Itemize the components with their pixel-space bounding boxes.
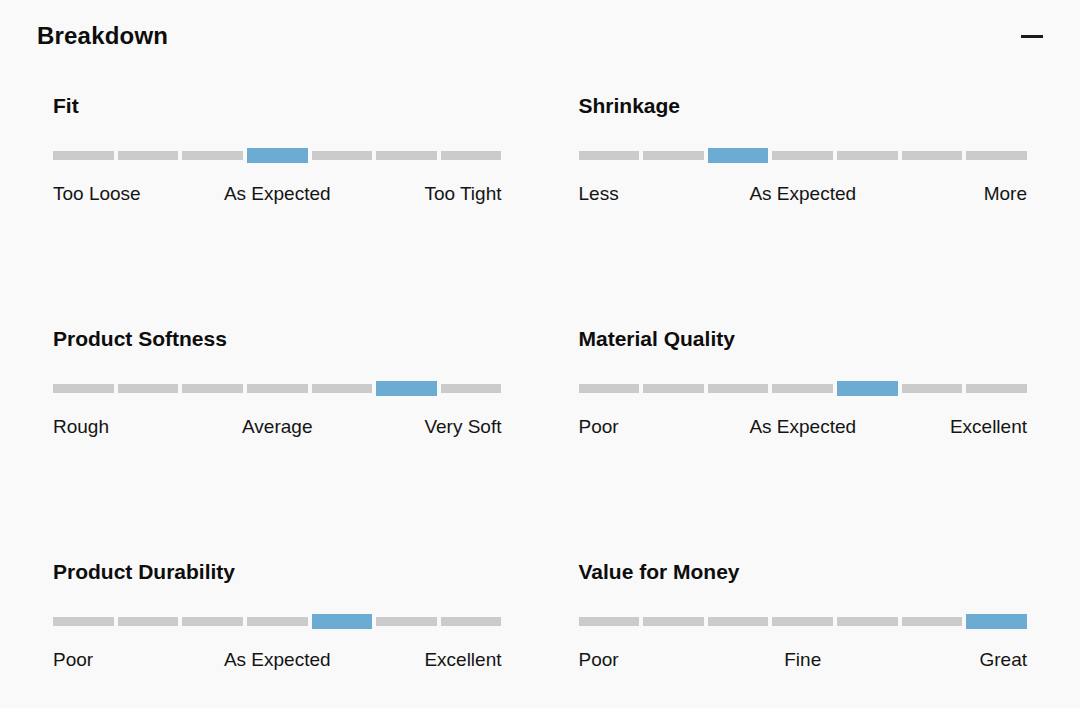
rating-scale: Product Softness Rough Average Very Soft bbox=[53, 327, 502, 438]
segment bbox=[53, 151, 114, 160]
scale-label-center: Fine bbox=[784, 648, 821, 671]
scale-label-right: Great bbox=[979, 648, 1027, 671]
segment bbox=[441, 617, 502, 626]
scale-label-right: More bbox=[984, 182, 1027, 205]
segment bbox=[708, 384, 769, 393]
segment bbox=[118, 617, 179, 626]
segment bbox=[579, 384, 640, 393]
segment bbox=[376, 151, 437, 160]
scale-title: Value for Money bbox=[579, 560, 1028, 584]
breakdown-panel: Breakdown Fit Too Loose As Expected Too … bbox=[0, 0, 1080, 708]
segment bbox=[902, 151, 963, 160]
segment bbox=[118, 151, 179, 160]
scale-labels: Poor As Expected Excellent bbox=[53, 648, 502, 671]
segment bbox=[708, 617, 769, 626]
rating-bar bbox=[53, 148, 502, 163]
segment bbox=[837, 151, 898, 160]
segment-active bbox=[837, 381, 898, 396]
scale-labels: Less As Expected More bbox=[579, 182, 1028, 205]
segment bbox=[902, 617, 963, 626]
segment bbox=[902, 384, 963, 393]
scale-label-left: Poor bbox=[53, 648, 93, 671]
segment bbox=[579, 617, 640, 626]
segment bbox=[53, 617, 114, 626]
scale-label-left: Poor bbox=[579, 648, 619, 671]
scale-label-center: Average bbox=[242, 415, 312, 438]
scale-label-right: Too Tight bbox=[424, 182, 501, 205]
scale-labels: Rough Average Very Soft bbox=[53, 415, 502, 438]
scale-label-left: Too Loose bbox=[53, 182, 141, 205]
segment bbox=[182, 384, 243, 393]
panel-header: Breakdown bbox=[0, 0, 1080, 50]
rating-scale: Product Durability Poor As Expected Exce… bbox=[53, 560, 502, 671]
segment bbox=[247, 617, 308, 626]
scales-grid: Fit Too Loose As Expected Too Tight Shri… bbox=[53, 94, 1027, 671]
rating-bar bbox=[53, 381, 502, 396]
segment bbox=[182, 617, 243, 626]
segment bbox=[643, 384, 704, 393]
collapse-button[interactable] bbox=[1021, 29, 1043, 44]
segment bbox=[312, 384, 373, 393]
scale-label-left: Poor bbox=[579, 415, 619, 438]
segment bbox=[837, 617, 898, 626]
segment bbox=[643, 151, 704, 160]
segment bbox=[53, 384, 114, 393]
segment bbox=[966, 384, 1027, 393]
scale-label-right: Excellent bbox=[950, 415, 1027, 438]
scale-label-center: As Expected bbox=[749, 182, 856, 205]
scale-labels: Poor Fine Great bbox=[579, 648, 1028, 671]
scale-title: Product Softness bbox=[53, 327, 502, 351]
segment bbox=[966, 151, 1027, 160]
rating-bar bbox=[579, 614, 1028, 629]
scale-title: Material Quality bbox=[579, 327, 1028, 351]
segment bbox=[247, 384, 308, 393]
segment bbox=[376, 617, 437, 626]
scale-label-center: As Expected bbox=[224, 648, 331, 671]
scale-label-center: As Expected bbox=[749, 415, 856, 438]
scale-title: Product Durability bbox=[53, 560, 502, 584]
scale-title: Fit bbox=[53, 94, 502, 118]
segment bbox=[772, 151, 833, 160]
rating-bar bbox=[579, 381, 1028, 396]
scale-title: Shrinkage bbox=[579, 94, 1028, 118]
rating-scale: Material Quality Poor As Expected Excell… bbox=[579, 327, 1028, 438]
segment-active bbox=[247, 148, 308, 163]
segment bbox=[772, 617, 833, 626]
scale-label-right: Very Soft bbox=[424, 415, 501, 438]
segment bbox=[182, 151, 243, 160]
rating-scale: Shrinkage Less As Expected More bbox=[579, 94, 1028, 205]
rating-scale: Fit Too Loose As Expected Too Tight bbox=[53, 94, 502, 205]
segment bbox=[441, 151, 502, 160]
segment bbox=[643, 617, 704, 626]
segment bbox=[441, 384, 502, 393]
rating-scale: Value for Money Poor Fine Great bbox=[579, 560, 1028, 671]
scale-label-center: As Expected bbox=[224, 182, 331, 205]
segment bbox=[118, 384, 179, 393]
minus-icon bbox=[1021, 35, 1043, 38]
page-title: Breakdown bbox=[37, 22, 168, 50]
scale-labels: Poor As Expected Excellent bbox=[579, 415, 1028, 438]
segment-active bbox=[708, 148, 769, 163]
segment bbox=[579, 151, 640, 160]
segment-active bbox=[966, 614, 1027, 629]
scale-label-right: Excellent bbox=[424, 648, 501, 671]
scale-label-left: Less bbox=[579, 182, 619, 205]
scale-labels: Too Loose As Expected Too Tight bbox=[53, 182, 502, 205]
segment-active bbox=[376, 381, 437, 396]
segment-active bbox=[312, 614, 373, 629]
rating-bar bbox=[579, 148, 1028, 163]
rating-bar bbox=[53, 614, 502, 629]
scale-label-left: Rough bbox=[53, 415, 109, 438]
segment bbox=[312, 151, 373, 160]
segment bbox=[772, 384, 833, 393]
